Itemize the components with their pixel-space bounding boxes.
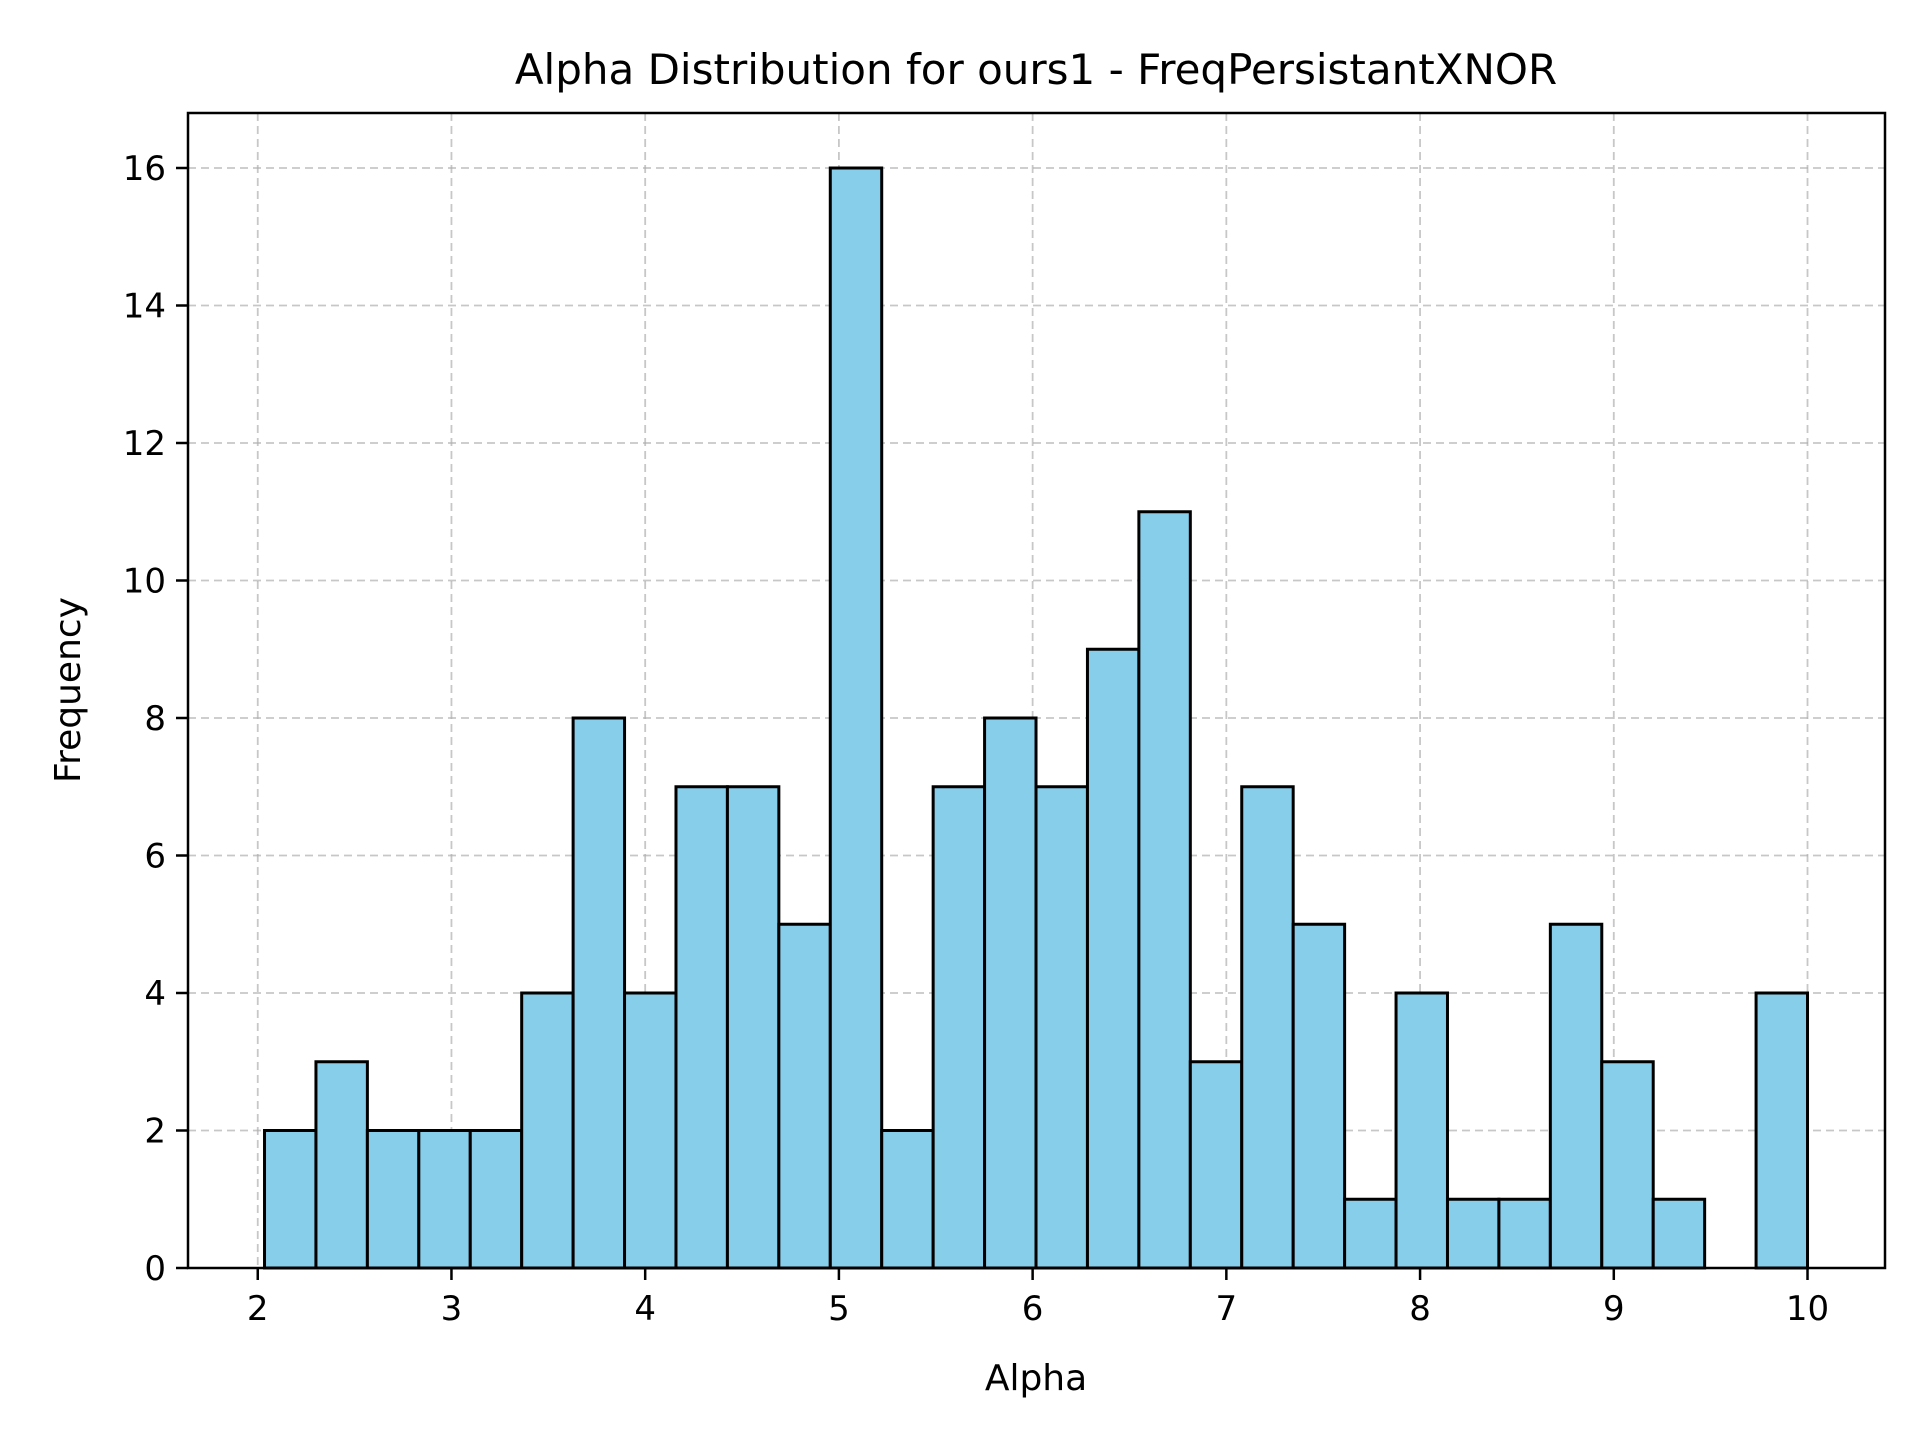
chart-title: Alpha Distribution for ours1 - FreqPersi… <box>515 45 1557 94</box>
histogram-bar <box>623 991 678 1270</box>
y-tick-label: 8 <box>144 699 166 739</box>
bar-layer <box>263 166 1810 1270</box>
histogram-bar <box>1085 647 1141 1270</box>
histogram-bar <box>571 716 627 1270</box>
histogram-bar <box>674 785 729 1270</box>
histogram-bar <box>1291 922 1347 1270</box>
histogram-bar <box>468 1129 524 1270</box>
y-tick-label: 10 <box>123 562 166 602</box>
x-axis-label: Alpha <box>985 1358 1087 1399</box>
tick-layer: 2 3 4 5 6 7 8 9 10 0 2 4 6 8 10 12 14 16 <box>123 149 1829 1329</box>
histogram-bar <box>828 166 884 1270</box>
histogram-bar <box>1600 1060 1655 1270</box>
histogram-bar <box>1445 1197 1501 1270</box>
histogram-bar <box>777 922 832 1270</box>
histogram-bar <box>1240 785 1295 1270</box>
y-tick-label: 0 <box>144 1249 166 1289</box>
x-tick-label: 3 <box>441 1289 463 1329</box>
plot-frame <box>186 111 1887 1270</box>
x-tick-label: 4 <box>634 1289 656 1329</box>
x-tick-label: 8 <box>1409 1289 1431 1329</box>
histogram-bar <box>520 991 575 1270</box>
x-tick-label: 10 <box>1786 1289 1829 1329</box>
y-tick-label: 6 <box>144 837 166 877</box>
histogram-bar <box>931 785 987 1270</box>
histogram-bar <box>1754 991 1810 1270</box>
y-tick-label: 12 <box>123 424 166 464</box>
x-tick-label: 5 <box>828 1289 850 1329</box>
histogram-bar <box>1548 922 1604 1270</box>
histogram-bar <box>263 1129 318 1270</box>
histogram-bar <box>1394 991 1449 1270</box>
histogram-bar <box>1188 1060 1244 1270</box>
histogram-bar <box>1497 1197 1552 1270</box>
histogram-bar <box>314 1060 369 1270</box>
histogram-bar <box>725 785 781 1270</box>
histogram-bar <box>1651 1197 1707 1270</box>
x-tick-label: 2 <box>247 1289 269 1329</box>
histogram-bar <box>1343 1197 1398 1270</box>
x-tick-label: 6 <box>1022 1289 1044 1329</box>
histogram-bar <box>365 1129 421 1270</box>
x-tick-label: 9 <box>1603 1289 1625 1329</box>
y-tick-label: 2 <box>144 1112 166 1152</box>
x-tick-label: 7 <box>1216 1289 1238 1329</box>
y-axis-label: Frequency <box>48 597 89 783</box>
histogram-bar <box>983 716 1038 1270</box>
histogram-bar <box>1034 785 1089 1270</box>
y-tick-label: 4 <box>144 974 166 1014</box>
histogram-bar <box>417 1129 472 1270</box>
y-tick-label: 14 <box>123 287 166 327</box>
histogram-bar <box>1137 510 1192 1270</box>
y-tick-label: 16 <box>123 149 166 189</box>
histogram-bar <box>880 1129 935 1270</box>
